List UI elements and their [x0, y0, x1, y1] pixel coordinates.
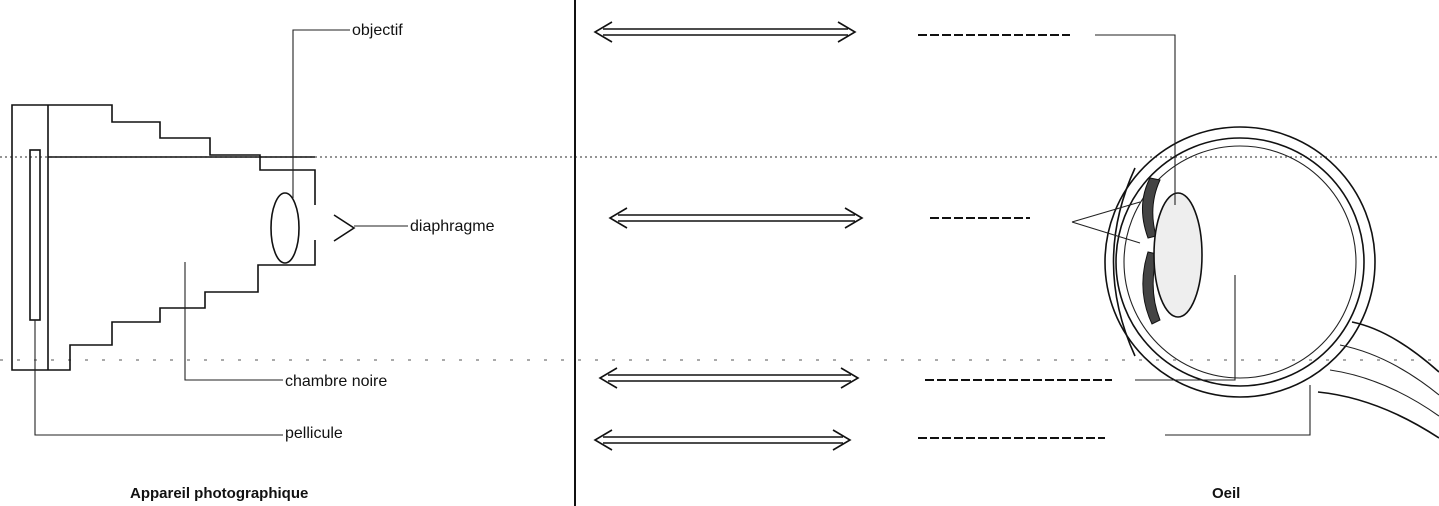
caption-eye: Oeil [1212, 485, 1240, 502]
pellicule-leader [34, 320, 283, 436]
caption-camera: Appareil photographique [130, 485, 308, 502]
optic-nerve-upper [1351, 321, 1439, 373]
cornea [1112, 167, 1136, 357]
label-pellicule: pellicule [285, 425, 343, 442]
double-arrow-2 [608, 207, 864, 229]
label-diaphragme: diaphragme [410, 218, 495, 235]
eye-lens-leader [1095, 34, 1176, 205]
double-arrow-1 [593, 21, 857, 43]
objectif-leader [292, 29, 350, 198]
eye-lens [1153, 192, 1203, 318]
optic-nerve-fiber-1 [1339, 344, 1439, 396]
double-arrow-4 [593, 429, 852, 451]
double-arrow-3 [598, 367, 860, 389]
eye-drawing [1104, 126, 1439, 439]
optic-nerve-fiber-2 [1329, 369, 1439, 417]
camera-drawing [11, 104, 356, 371]
eye-chamber-leader [1135, 275, 1236, 381]
camera-body-upper [11, 104, 316, 371]
chambre-noire-leader [184, 262, 283, 381]
eye-iris-leader-upper [1071, 201, 1141, 223]
pellicule-film [29, 149, 41, 321]
retina [1123, 145, 1357, 379]
sclera [1104, 126, 1376, 398]
choroid [1115, 137, 1365, 387]
eye-retina-leader [1165, 385, 1311, 436]
eye-iris-leader-lower [1071, 221, 1141, 244]
optic-nerve-lower [1317, 391, 1439, 439]
label-objectif: objectif [352, 22, 403, 39]
diaphragme-bracket [333, 214, 356, 242]
objectif-lens [270, 192, 300, 264]
label-chambre-noire: chambre noire [285, 373, 387, 390]
